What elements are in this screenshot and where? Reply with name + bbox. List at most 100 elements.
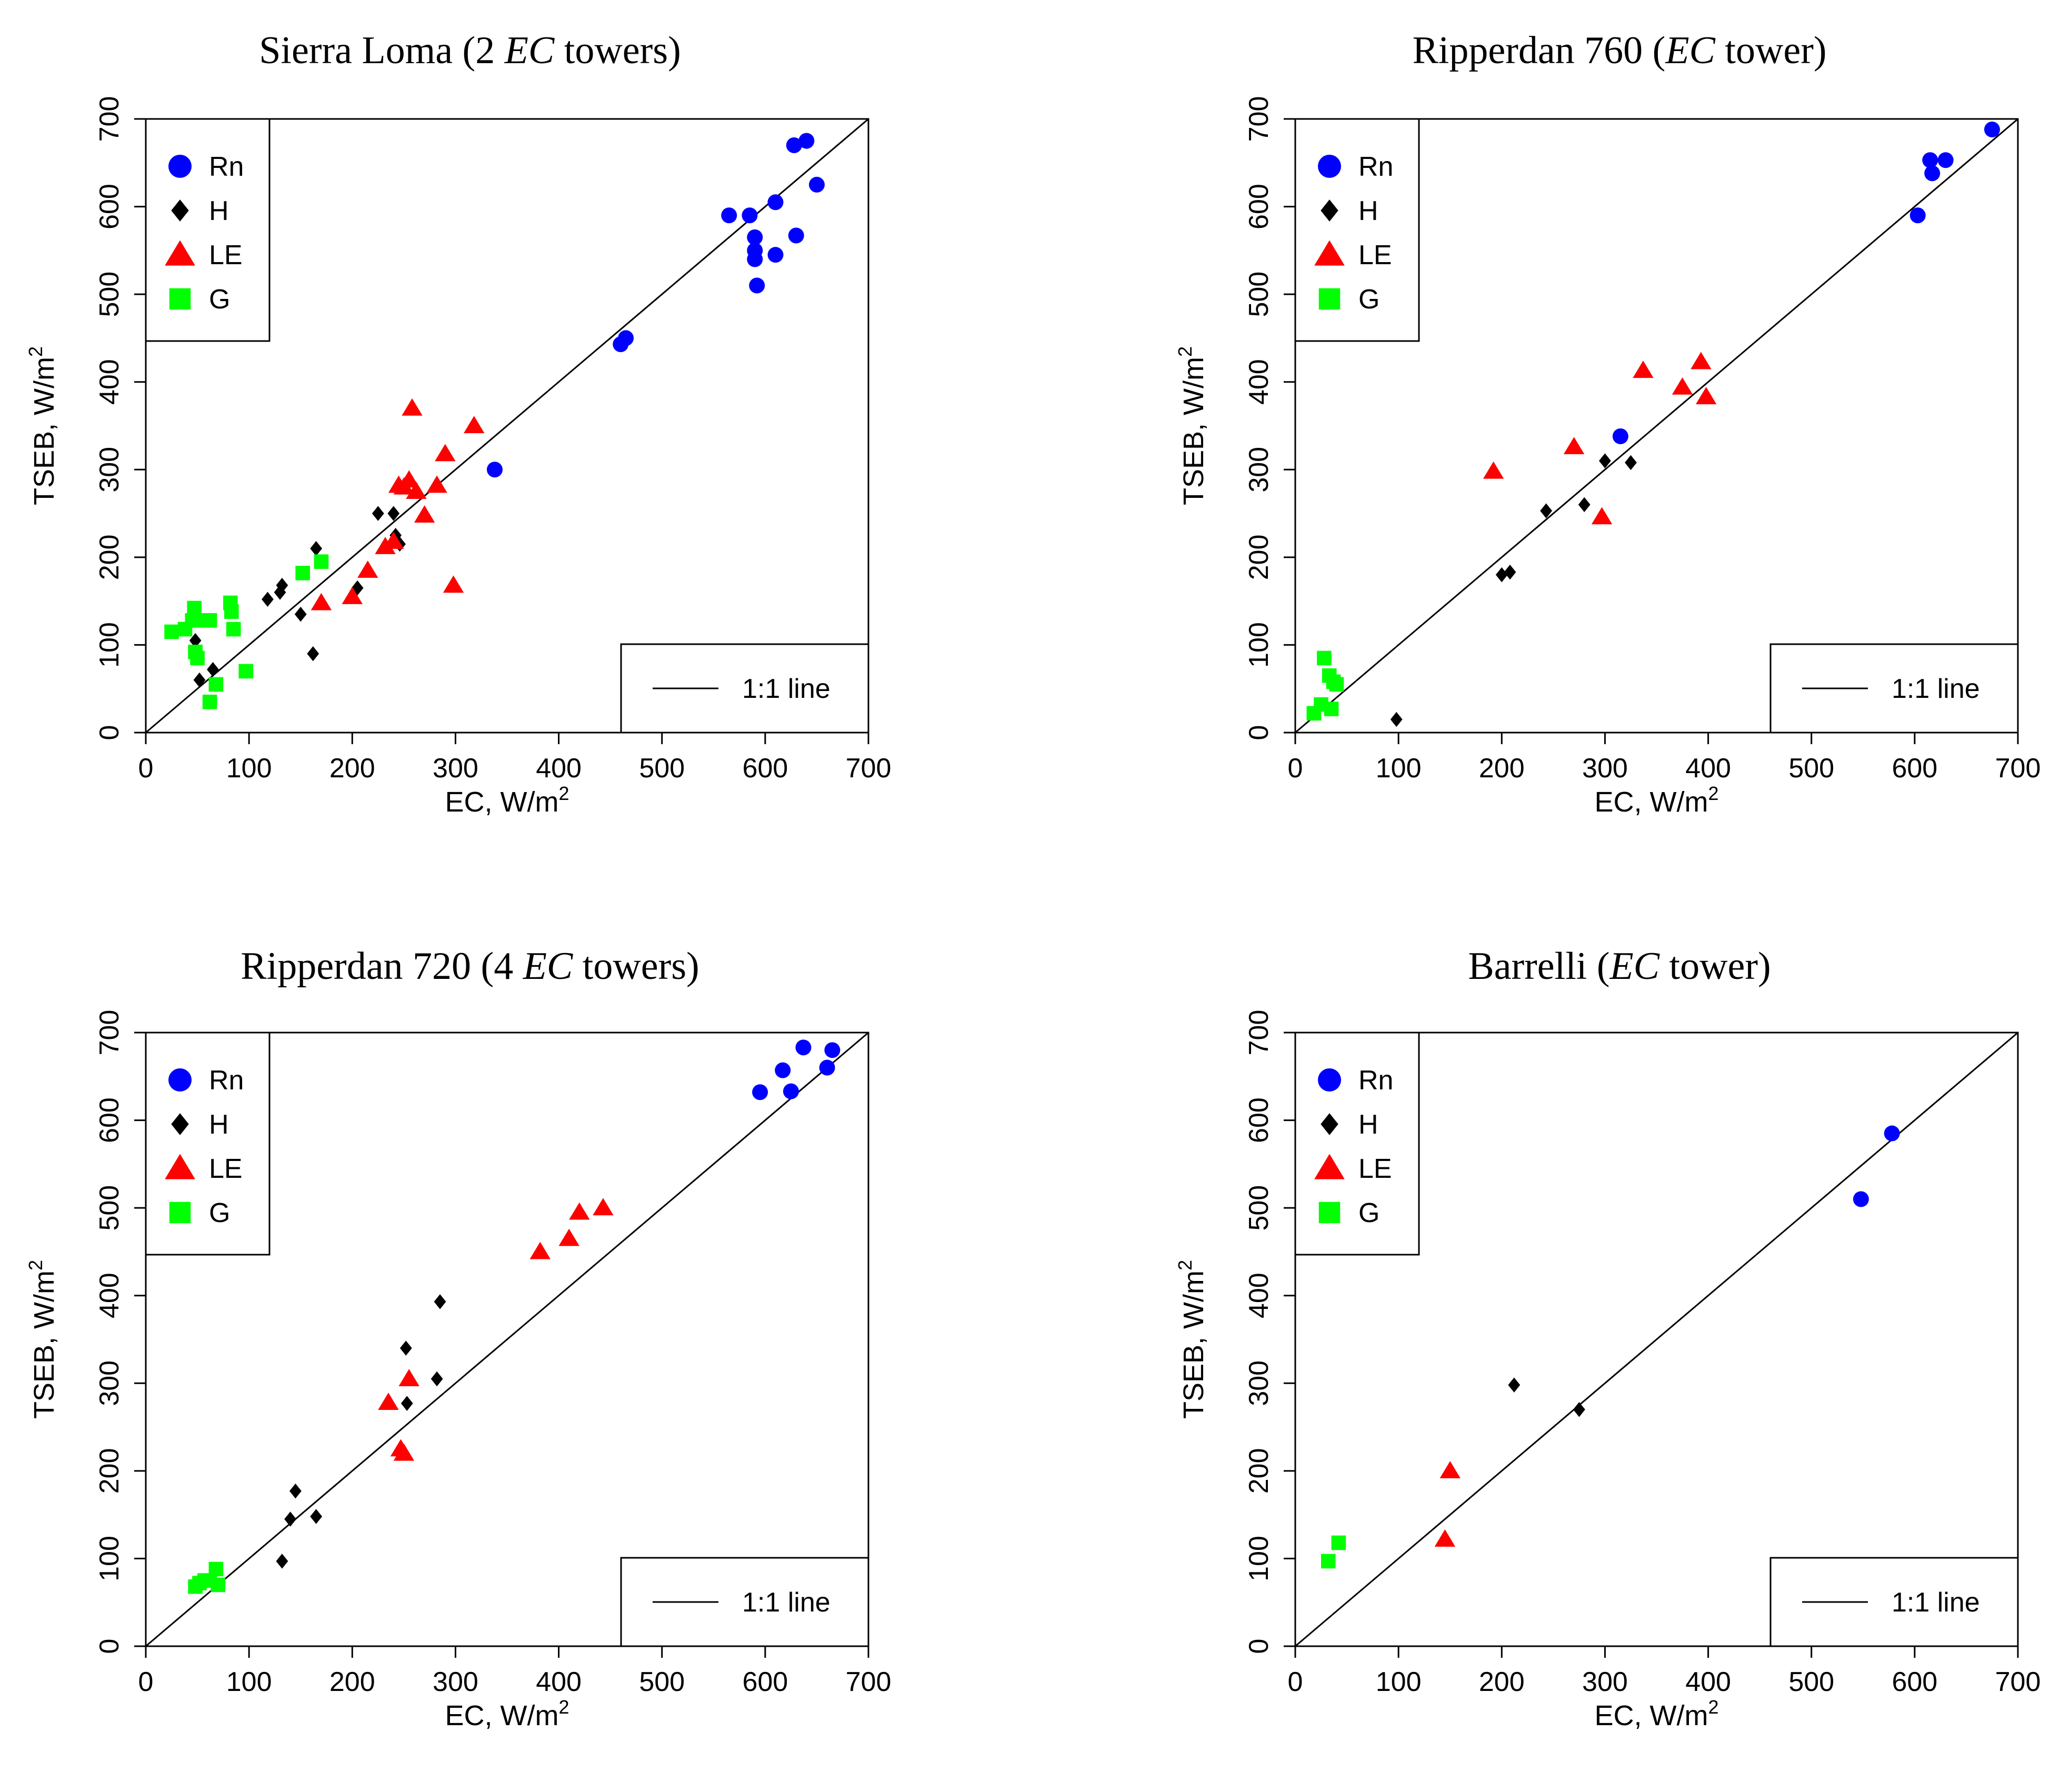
x-tick-label: 100 <box>1376 753 1422 784</box>
x-tick-label: 0 <box>1288 753 1303 784</box>
data-point-le <box>1483 461 1504 479</box>
x-tick-label: 200 <box>329 1667 375 1697</box>
data-point-rn <box>819 1059 835 1076</box>
x-tick-label: 400 <box>536 753 582 784</box>
data-point-rn <box>1984 121 2000 137</box>
x-tick-label: 200 <box>329 753 375 784</box>
x-tick-label: 200 <box>1479 753 1525 784</box>
y-tick-label: 600 <box>1244 1097 1274 1143</box>
legend-marker-h <box>171 1113 189 1135</box>
ref-legend-label: 1:1 line <box>1892 674 1980 704</box>
data-point-h <box>431 1371 443 1387</box>
data-point-le <box>414 505 435 523</box>
ref-legend-label: 1:1 line <box>1892 1587 1980 1618</box>
data-point-g <box>224 604 239 619</box>
data-point-g <box>164 624 179 639</box>
data-point-rn <box>795 1039 812 1056</box>
legend-box <box>1294 1032 1420 1256</box>
y-tick-label: 600 <box>94 184 125 229</box>
data-point-g <box>208 1561 224 1577</box>
data-point-le <box>1672 377 1693 395</box>
x-tick-label: 300 <box>433 753 478 784</box>
y-tick-label: 700 <box>1244 1010 1274 1056</box>
data-point-le <box>357 560 378 578</box>
x-axis-label: EC, W/m2 <box>445 783 569 818</box>
y-tick-label: 500 <box>94 1185 125 1231</box>
x-tick-label: 500 <box>639 753 685 784</box>
x-axis-label: EC, W/m2 <box>445 1696 569 1731</box>
data-point-rn <box>618 330 634 346</box>
chart-panel-sierra-loma: Sierra Loma (2 EC towers) 0 100 200 300 400 50… <box>25 29 891 818</box>
legend-marker-le <box>165 240 195 266</box>
legend-label-g: G <box>209 284 230 315</box>
data-point-rn <box>824 1042 841 1058</box>
x-tick-label: 100 <box>226 753 272 784</box>
data-point-le <box>1691 352 1712 369</box>
y-tick-label: 700 <box>94 1010 125 1056</box>
data-point-le <box>378 1393 399 1410</box>
data-point-rn <box>747 251 763 267</box>
data-point-h <box>1573 1402 1585 1417</box>
one-to-one-line <box>1295 118 2018 734</box>
legend-label-h: H <box>209 1109 229 1140</box>
x-tick-label: 600 <box>742 753 788 784</box>
data-point-le <box>435 444 456 462</box>
x-tick-label: 600 <box>1892 1667 1937 1697</box>
data-point-h <box>372 506 384 521</box>
plot-frame <box>1294 1032 2019 1647</box>
data-point-le <box>393 1443 415 1461</box>
legend-box <box>145 118 271 342</box>
data-point-rn <box>486 462 503 478</box>
y-axis-label: TSEB, W/m2 <box>25 1260 60 1419</box>
legend-marker-g <box>169 1202 191 1224</box>
x-tick-label: 500 <box>639 1667 685 1697</box>
data-point-rn <box>775 1062 791 1078</box>
data-point-le <box>1633 361 1654 378</box>
y-tick-label: 300 <box>94 447 125 493</box>
data-point-le <box>426 475 447 493</box>
y-tick-label: 400 <box>1244 359 1274 405</box>
data-point-le <box>464 416 485 434</box>
legend-label-g: G <box>209 1198 230 1228</box>
data-point-le <box>443 575 464 593</box>
y-tick-label: 600 <box>94 1097 125 1143</box>
chart-panel-barrelli: Barrelli (EC tower) 0 100 200 300 400 500 600 70… <box>1174 945 2041 1731</box>
legend-box <box>145 1032 271 1256</box>
data-point-h <box>1599 453 1611 468</box>
data-point-le <box>342 587 363 604</box>
y-tick-label: 0 <box>94 1639 125 1654</box>
legend-label-le: LE <box>1358 1154 1392 1184</box>
data-point-g <box>295 566 310 580</box>
legend-marker-le <box>1314 240 1345 266</box>
data-point-h <box>434 1294 446 1309</box>
y-tick-label: 400 <box>1244 1273 1274 1318</box>
y-tick-label: 100 <box>1244 1536 1274 1581</box>
y-tick-label: 300 <box>1244 447 1274 493</box>
data-point-g <box>202 694 217 709</box>
y-tick-label: 100 <box>94 1536 125 1581</box>
data-point-h <box>1390 712 1403 727</box>
data-point-h <box>189 633 202 648</box>
legend-label-le: LE <box>209 1154 243 1184</box>
data-point-rn <box>1884 1125 1900 1142</box>
data-point-le <box>406 482 427 499</box>
x-tick-label: 0 <box>138 1667 154 1697</box>
legend-label-h: H <box>1358 1109 1378 1140</box>
y-tick-label: 500 <box>1244 272 1274 317</box>
legend-marker-h <box>171 199 189 222</box>
plot-frame <box>1294 118 2019 734</box>
data-point-le <box>1439 1461 1461 1478</box>
x-tick-label: 0 <box>138 753 154 784</box>
plot-frame <box>145 1032 869 1647</box>
data-point-rn <box>742 207 758 224</box>
y-tick-label: 500 <box>94 272 125 317</box>
x-tick-label: 100 <box>1376 1667 1422 1697</box>
data-point-g <box>211 1577 226 1593</box>
data-point-le <box>383 532 404 549</box>
data-point-rn <box>747 229 763 245</box>
chart-panel-ripperdan-760: Ripperdan 760 (EC tower) 0 100 200 300 400 500… <box>1174 29 2041 818</box>
x-tick-label: 700 <box>1995 753 2041 784</box>
data-point-le <box>398 470 419 488</box>
data-point-rn <box>808 176 825 193</box>
